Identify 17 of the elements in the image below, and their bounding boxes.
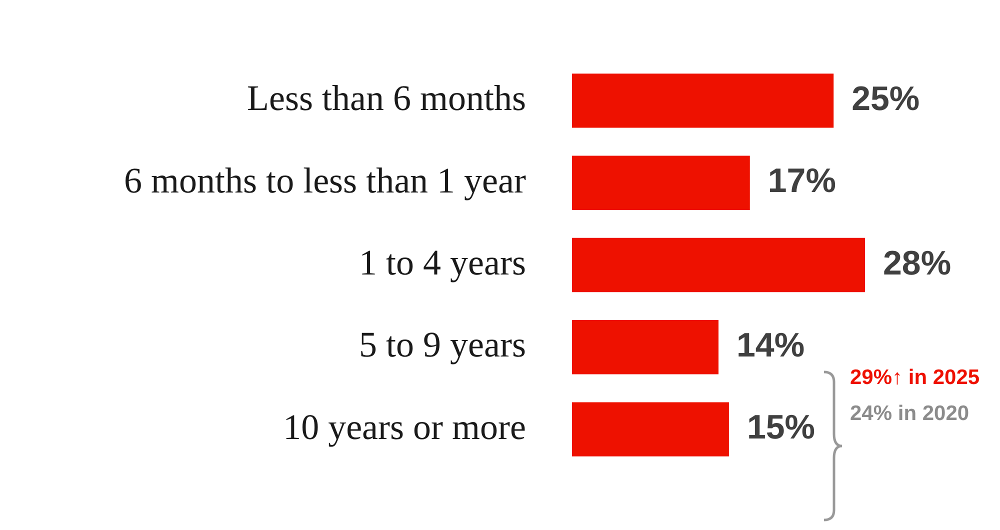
bar bbox=[572, 320, 718, 374]
data-label: 17% bbox=[768, 162, 836, 200]
data-label: 28% bbox=[883, 244, 952, 282]
bar bbox=[572, 74, 834, 128]
bar bbox=[572, 402, 729, 456]
annotation: 29%↑ in 2025 bbox=[850, 366, 980, 390]
data-label: 14% bbox=[736, 326, 805, 365]
annotation: 24% in 2020 bbox=[850, 402, 970, 426]
bar bbox=[572, 156, 750, 210]
data-label: 15% bbox=[746, 408, 816, 447]
bar bbox=[572, 238, 865, 292]
y-tick-label: 6 months to less than 1 year bbox=[124, 160, 526, 200]
y-tick-label: 10 years or more bbox=[283, 406, 526, 447]
y-tick-label: Less than 6 months bbox=[247, 78, 526, 118]
data-label: 25% bbox=[852, 80, 920, 118]
y-tick-label: 1 to 4 years bbox=[359, 242, 526, 282]
y-tick-label: 5 to 9 years bbox=[359, 324, 526, 365]
